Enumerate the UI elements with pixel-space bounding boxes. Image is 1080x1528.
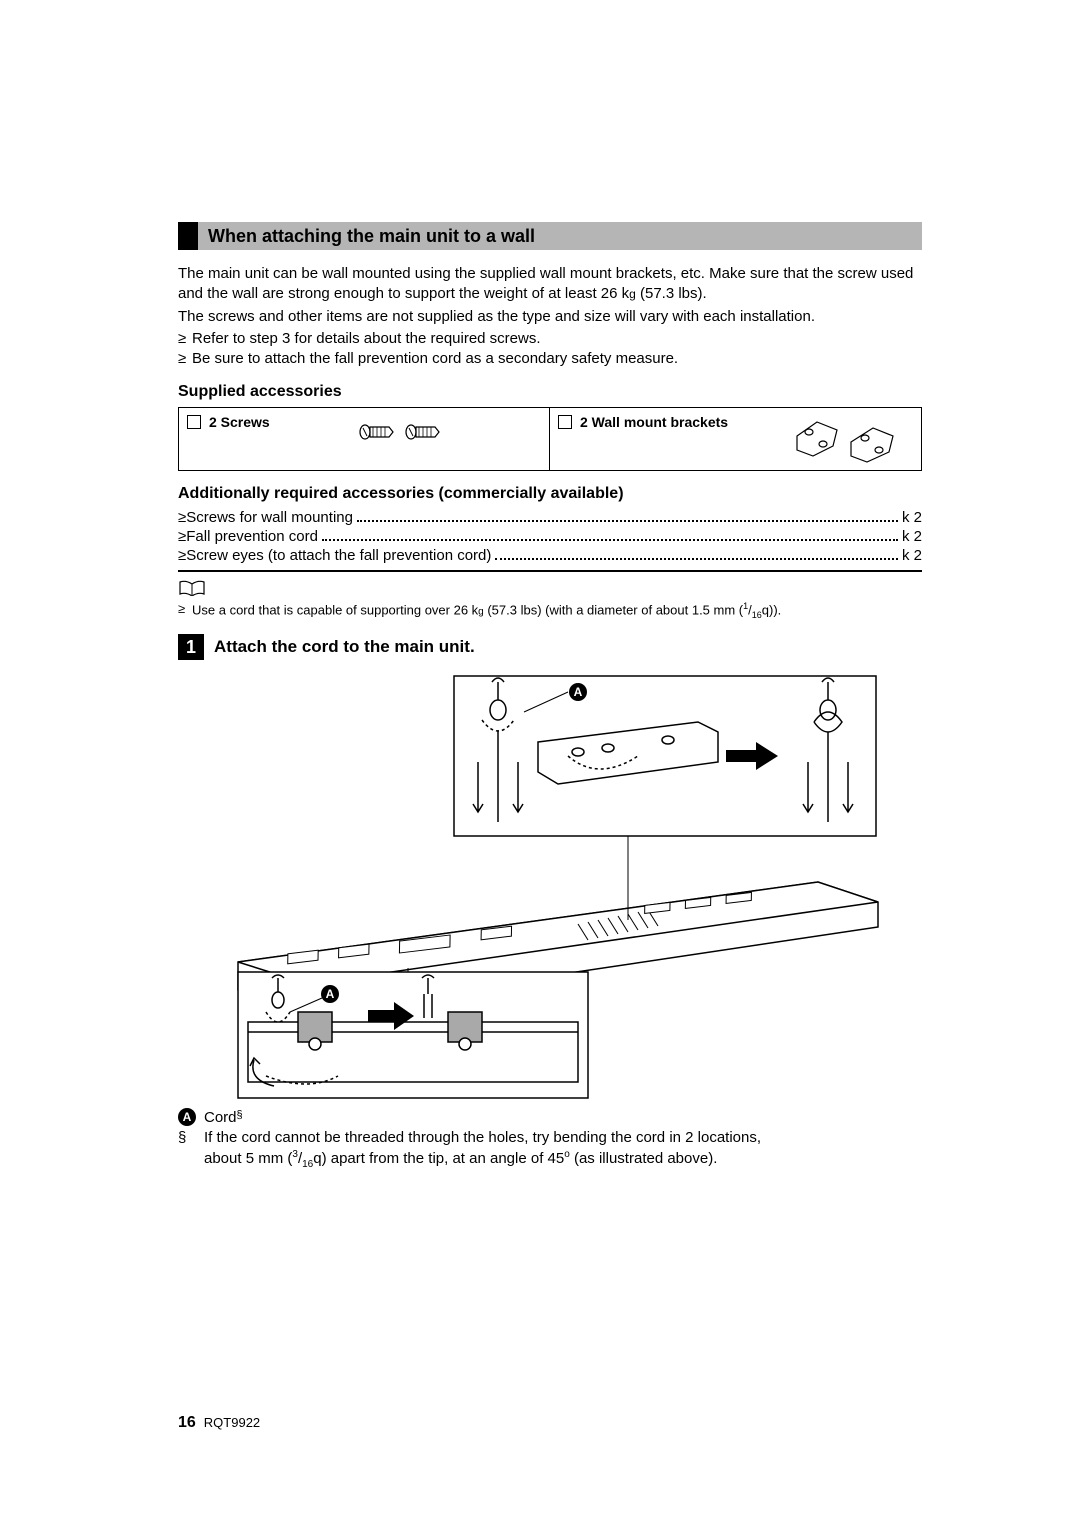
title-black-block [178,222,198,250]
label-a-icon: A [178,1108,196,1126]
brackets-label: 2 Wall mount brackets [580,414,728,430]
intro-p2: The screws and other items are not suppl… [178,307,922,327]
book-icon [178,580,206,596]
checkbox-icon [558,415,572,429]
checkbox-icon [187,415,201,429]
supplied-screws-cell: 2 Screws [179,408,550,470]
intro-bullet-1: ≥Refer to step 3 for details about the r… [178,329,922,349]
supplied-accessories-box: 2 Screws [178,407,922,471]
intro-text: The main unit can be wall mounted using … [178,264,922,369]
additional-item: ≥Screws for wall mounting k 2 [178,509,922,526]
step-number: 1 [178,634,204,660]
cord-spec-note: ≥ Use a cord that is capable of supporti… [178,601,922,620]
intro-p1: The main unit can be wall mounted using … [178,264,922,305]
attach-cord-illustration: A [178,672,922,1102]
screws-label: 2 Screws [209,414,270,430]
additional-item: ≥Screw eyes (to attach the fall preventi… [178,547,922,564]
section-title: When attaching the main unit to a wall [198,222,922,250]
page-number: 16 [178,1414,196,1432]
supplied-header: Supplied accessories [178,383,922,401]
divider [178,570,922,572]
page-footer: 16 RQT9922 [178,1414,260,1432]
cord-bending-note: § If the cord cannot be threaded through… [178,1128,922,1172]
additional-header: Additionally required accessories (comme… [178,485,922,503]
brackets-icon [793,416,903,469]
screws-icon [359,422,441,442]
additional-item: ≥Fall prevention cord k 2 [178,528,922,545]
svg-text:A: A [574,685,583,699]
supplied-brackets-cell: 2 Wall mount brackets [550,408,921,470]
additional-list: ≥Screws for wall mounting k 2 ≥Fall prev… [178,509,922,564]
section-title-bar: When attaching the main unit to a wall [178,222,922,250]
step-1-row: 1 Attach the cord to the main unit. [178,634,922,660]
doc-code: RQT9922 [204,1415,260,1430]
intro-bullet-2: ≥Be sure to attach the fall prevention c… [178,349,922,369]
step-title: Attach the cord to the main unit. [214,637,475,657]
cord-label-line: A Cord§ [178,1108,922,1126]
svg-text:A: A [326,987,335,1001]
